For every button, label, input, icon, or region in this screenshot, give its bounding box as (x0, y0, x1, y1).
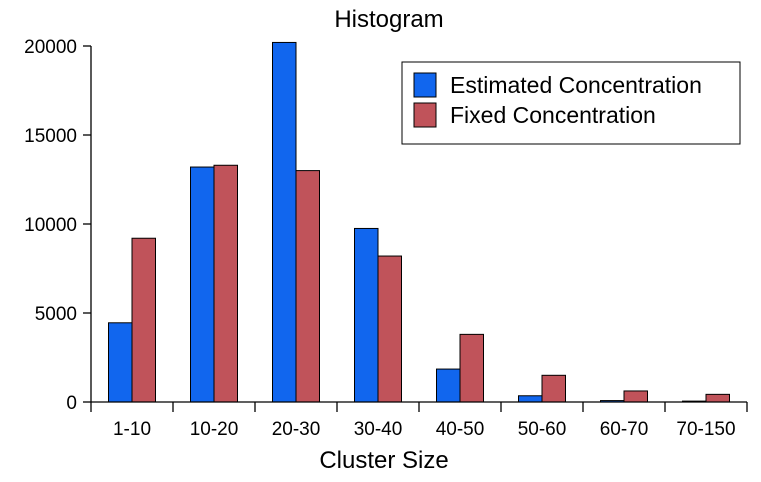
x-ticks-group: 1-10 10-20 20-30 30-40 40-50 50-60 60-70 70-150 (90, 402, 748, 440)
bar-fixed-10-20 (213, 164, 238, 403)
bar-estimated-40-50 (436, 368, 461, 403)
bar-fixed-60-70 (623, 390, 648, 403)
bar-fixed-30-40 (377, 255, 402, 403)
bar-estimated-30-40 (354, 227, 379, 403)
bar-estimated-20-30 (272, 41, 297, 403)
legend-label-fixed: Fixed Concentration (450, 102, 656, 128)
y-tick-label: 0 (66, 393, 77, 414)
bar-estimated-50-60 (518, 395, 543, 403)
bar-fixed-20-30 (295, 170, 320, 403)
x-tick-label: 20-30 (272, 419, 321, 440)
legend-box (401, 61, 741, 145)
x-tick-label: 70-150 (676, 419, 735, 440)
y-ticks-group: 0 5000 10000 15000 20000 (24, 37, 91, 414)
legend-swatch-estimated (413, 72, 437, 98)
x-tick-label: 30-40 (354, 419, 403, 440)
bar-fixed-40-50 (459, 333, 484, 403)
bar-estimated-10-20 (190, 166, 215, 403)
y-tick-label: 15000 (24, 126, 77, 147)
bar-estimated-1-10 (108, 322, 133, 403)
x-axis-label: Cluster Size (319, 447, 448, 474)
y-tick-label: 20000 (24, 37, 77, 58)
y-tick-label: 10000 (24, 215, 77, 236)
x-tick-label: 10-20 (190, 419, 239, 440)
bars-group (108, 41, 730, 403)
bar-fixed-50-60 (541, 374, 566, 403)
x-tick-label: 40-50 (436, 419, 485, 440)
legend-label-estimated: Estimated Concentration (450, 72, 702, 98)
x-tick-label: 60-70 (600, 419, 649, 440)
bar-fixed-70-150 (705, 393, 730, 403)
legend-swatch-fixed (413, 102, 437, 128)
legend: Estimated Concentration Fixed Concentrati… (401, 61, 741, 145)
x-tick-label: 50-60 (518, 419, 567, 440)
y-tick-label: 5000 (35, 304, 77, 325)
x-tick-label: 1-10 (113, 419, 151, 440)
bar-fixed-1-10 (131, 237, 156, 403)
chart-title: Histogram (334, 6, 443, 33)
